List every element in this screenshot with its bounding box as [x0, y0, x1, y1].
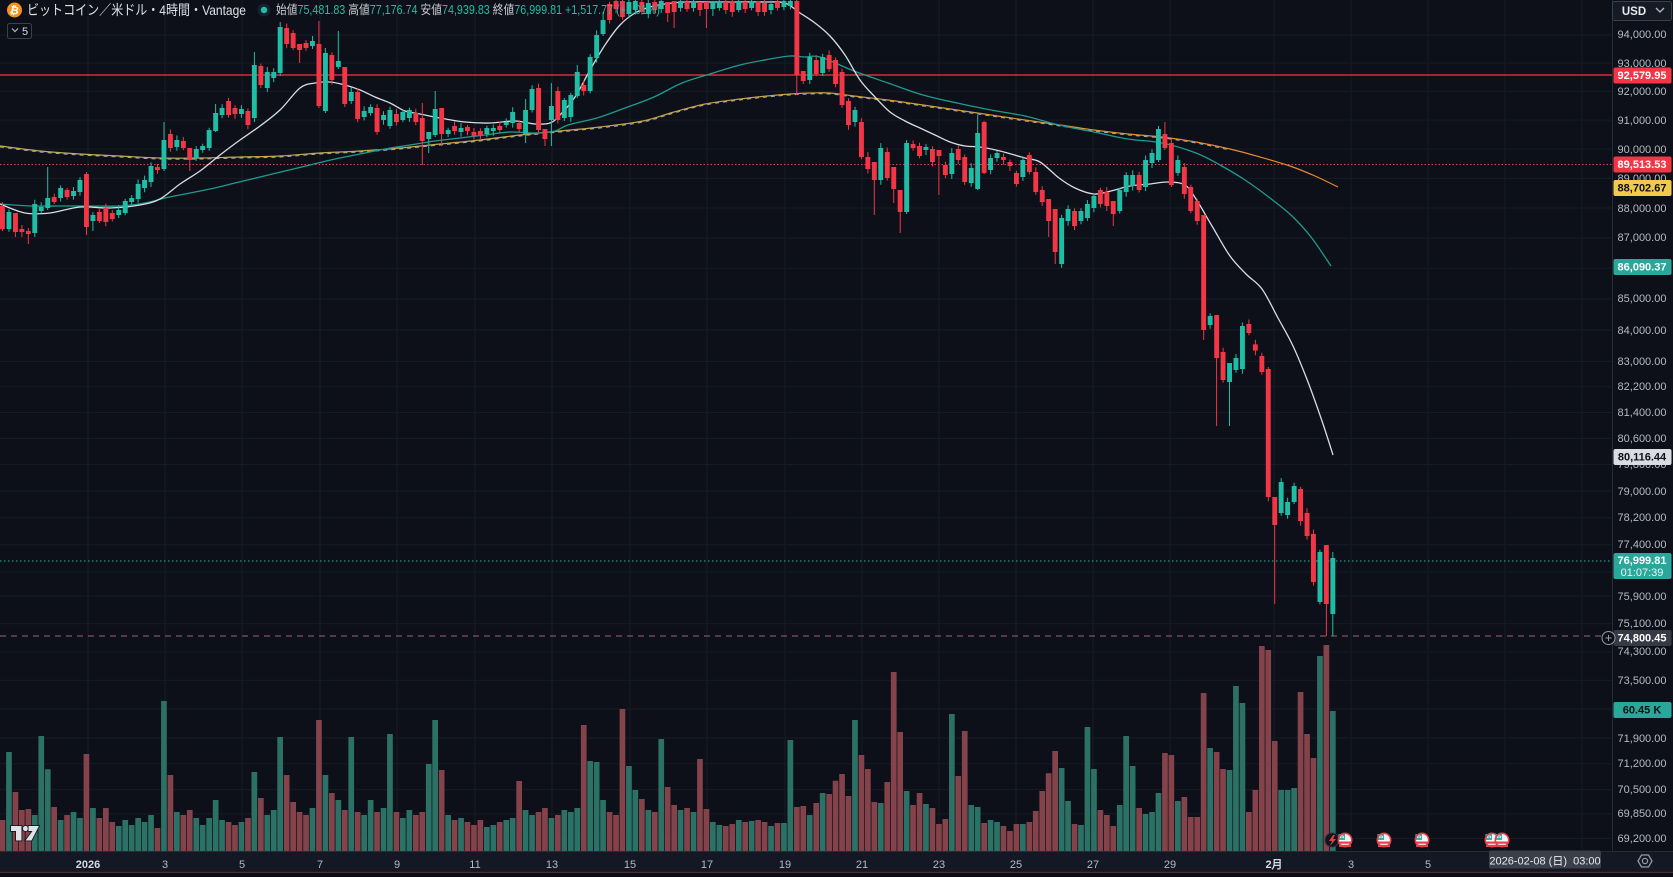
svg-text:7: 7	[317, 859, 323, 871]
svg-text:始値75,481.83 高値77,176.74 安値74,9: 始値75,481.83 高値77,176.74 安値74,939.83 終値76…	[276, 2, 660, 17]
svg-text:87,000.00: 87,000.00	[1618, 232, 1667, 244]
svg-text:81,400.00: 81,400.00	[1618, 407, 1667, 419]
svg-text:88,000.00: 88,000.00	[1618, 203, 1667, 215]
svg-text:21: 21	[856, 859, 868, 871]
svg-text:13: 13	[546, 859, 558, 871]
svg-text:ビットコイン／米ドル・4時間・Vantage: ビットコイン／米ドル・4時間・Vantage	[27, 2, 246, 18]
svg-text:80,600.00: 80,600.00	[1618, 433, 1667, 445]
svg-text:2026-02-08 (日) 03:00: 2026-02-08 (日) 03:00	[1489, 856, 1600, 868]
svg-text:89,513.53: 89,513.53	[1618, 159, 1667, 171]
svg-text:78,200.00: 78,200.00	[1618, 512, 1667, 524]
svg-text:91,000.00: 91,000.00	[1618, 115, 1667, 127]
svg-text:88,702.67: 88,702.67	[1618, 183, 1667, 195]
svg-text:83,000.00: 83,000.00	[1618, 356, 1667, 368]
svg-text:69,200.00: 69,200.00	[1618, 833, 1667, 845]
svg-text:77,400.00: 77,400.00	[1618, 539, 1667, 551]
svg-text:75,900.00: 75,900.00	[1618, 591, 1667, 603]
svg-text:70,500.00: 70,500.00	[1618, 784, 1667, 796]
svg-text:2月: 2月	[1265, 858, 1282, 871]
svg-text:3: 3	[162, 859, 168, 871]
svg-text:74,300.00: 74,300.00	[1618, 646, 1667, 658]
svg-text:USD: USD	[1622, 6, 1646, 18]
svg-text:25: 25	[1010, 859, 1022, 871]
svg-text:29: 29	[1164, 859, 1176, 871]
svg-text:27: 27	[1087, 859, 1099, 871]
svg-text:86,090.37: 86,090.37	[1618, 262, 1667, 274]
svg-text:5: 5	[22, 26, 28, 38]
svg-text:93,000.00: 93,000.00	[1618, 58, 1667, 70]
svg-text:80,116.44: 80,116.44	[1618, 452, 1667, 464]
svg-text:2026: 2026	[76, 859, 100, 871]
svg-text:74,800.45: 74,800.45	[1618, 633, 1667, 645]
svg-text:79,000.00: 79,000.00	[1618, 486, 1667, 498]
svg-text:15: 15	[624, 859, 636, 871]
svg-text:3: 3	[1348, 859, 1354, 871]
svg-text:90,000.00: 90,000.00	[1618, 144, 1667, 156]
svg-text:₿: ₿	[9, 4, 20, 18]
svg-text:75,100.00: 75,100.00	[1618, 618, 1667, 630]
svg-text:11: 11	[469, 859, 480, 871]
svg-text:23: 23	[933, 859, 945, 871]
svg-text:69,850.00: 69,850.00	[1618, 808, 1667, 820]
svg-text:01:07:39: 01:07:39	[1621, 567, 1664, 579]
svg-text:82,200.00: 82,200.00	[1618, 381, 1667, 393]
svg-text:17: 17	[701, 859, 713, 871]
svg-text:19: 19	[779, 859, 791, 871]
svg-text:76,999.81: 76,999.81	[1618, 555, 1667, 567]
svg-text:71,900.00: 71,900.00	[1618, 733, 1667, 745]
svg-text:71,200.00: 71,200.00	[1618, 758, 1667, 770]
svg-text:60.45 K: 60.45 K	[1623, 705, 1662, 717]
svg-text:84,000.00: 84,000.00	[1618, 325, 1667, 337]
svg-text:92,000.00: 92,000.00	[1618, 86, 1667, 98]
svg-text:85,000.00: 85,000.00	[1618, 293, 1667, 305]
svg-text:94,000.00: 94,000.00	[1618, 29, 1667, 41]
svg-text:5: 5	[1425, 859, 1431, 871]
svg-text:9: 9	[394, 859, 400, 871]
svg-text:73,500.00: 73,500.00	[1618, 675, 1667, 687]
svg-text:92,579.95: 92,579.95	[1618, 70, 1667, 82]
svg-text:5: 5	[239, 859, 245, 871]
